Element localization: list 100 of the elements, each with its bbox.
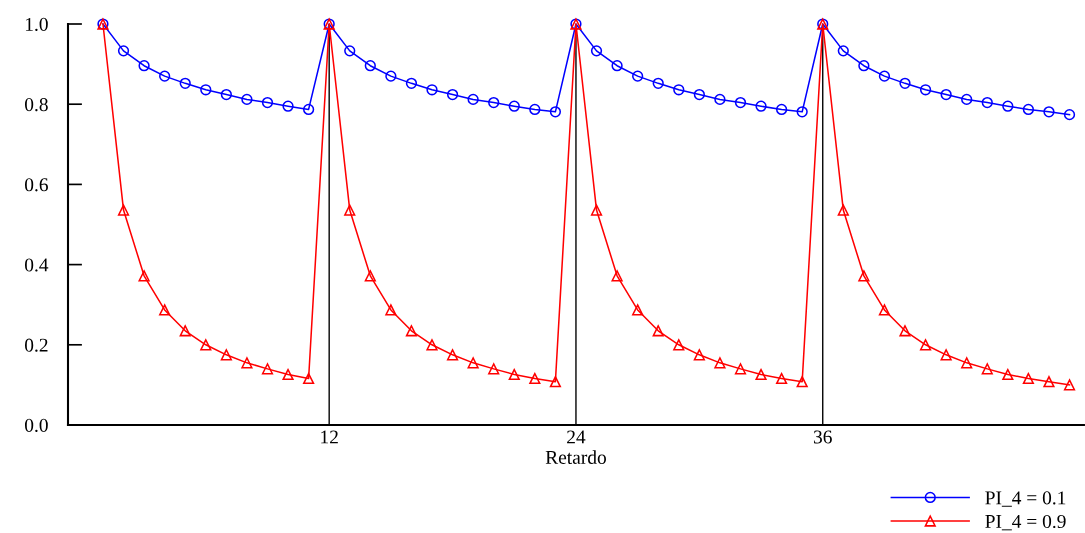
point — [405, 325, 418, 337]
point — [632, 70, 644, 82]
point — [426, 339, 438, 351]
point — [755, 100, 767, 112]
point — [693, 88, 705, 101]
point — [302, 103, 315, 116]
point — [241, 93, 253, 106]
point — [117, 204, 130, 216]
point — [529, 103, 541, 116]
point — [405, 77, 418, 89]
x-axis-title: Retardo — [545, 450, 606, 464]
point — [714, 93, 726, 106]
y-tick-label: 0.6 — [24, 178, 48, 192]
y-tick-label: 0.4 — [24, 258, 49, 272]
y-tick-label: 0.2 — [24, 338, 48, 352]
legend-label: PI_4 = 0.9 — [985, 514, 1066, 531]
point — [241, 357, 253, 369]
point — [138, 60, 150, 72]
point — [220, 88, 232, 101]
point — [755, 368, 767, 381]
point — [837, 45, 849, 57]
point — [344, 45, 356, 57]
point — [673, 84, 685, 96]
point — [1043, 106, 1055, 118]
point — [611, 60, 623, 72]
point — [1063, 108, 1076, 121]
point — [858, 270, 870, 282]
point — [961, 93, 973, 106]
point — [364, 60, 376, 72]
point — [652, 325, 664, 337]
x-tick-label: 24 — [567, 430, 586, 444]
point — [549, 106, 562, 118]
point — [714, 357, 726, 369]
point — [467, 93, 479, 106]
point — [159, 70, 171, 82]
point — [200, 84, 212, 96]
point — [426, 84, 438, 96]
point — [632, 304, 644, 316]
point — [179, 325, 191, 337]
point — [200, 339, 212, 351]
point — [446, 88, 459, 101]
x-tick-label: 12 — [321, 430, 338, 444]
point — [179, 77, 191, 89]
point — [1002, 368, 1014, 381]
point — [117, 45, 130, 57]
point — [508, 100, 520, 112]
point — [919, 84, 932, 96]
point — [981, 363, 993, 375]
point — [796, 376, 808, 388]
point — [775, 372, 788, 385]
point — [159, 304, 171, 316]
point — [734, 363, 747, 375]
point — [508, 368, 520, 381]
point — [590, 45, 603, 57]
point — [837, 204, 849, 216]
point — [940, 88, 952, 101]
y-tick-label: 0.0 — [24, 418, 48, 433]
point — [775, 103, 788, 116]
y-tick-label: 0.8 — [24, 98, 48, 112]
point — [858, 60, 870, 72]
point — [734, 96, 747, 109]
point — [220, 349, 232, 361]
point — [899, 325, 911, 337]
point — [302, 372, 315, 385]
point — [344, 204, 356, 216]
point — [1022, 103, 1035, 116]
point — [1022, 372, 1035, 385]
point — [282, 100, 294, 112]
point — [261, 363, 274, 375]
point — [878, 304, 891, 316]
point — [261, 96, 274, 109]
point — [652, 77, 664, 89]
point — [611, 270, 623, 282]
point — [981, 96, 993, 109]
point — [899, 77, 911, 89]
point — [1043, 376, 1055, 388]
point — [1002, 100, 1014, 112]
point — [364, 270, 376, 282]
x-tick-label: 36 — [813, 430, 832, 444]
point — [961, 357, 973, 369]
point — [446, 349, 459, 361]
point — [488, 96, 500, 109]
point — [467, 357, 479, 369]
point — [590, 204, 603, 216]
point — [796, 106, 808, 118]
point — [138, 270, 150, 282]
y-tick-label: 1.0 — [25, 17, 48, 32]
point — [693, 349, 705, 361]
point — [1063, 379, 1076, 391]
point — [673, 339, 685, 351]
point — [529, 372, 541, 385]
point — [878, 70, 891, 82]
point — [282, 368, 294, 381]
point — [488, 363, 500, 375]
point — [940, 349, 952, 361]
point — [919, 339, 932, 351]
point — [385, 70, 397, 82]
point — [549, 376, 562, 388]
legend-label: PI_4 = 0.1 — [985, 491, 1066, 507]
point — [385, 304, 397, 316]
